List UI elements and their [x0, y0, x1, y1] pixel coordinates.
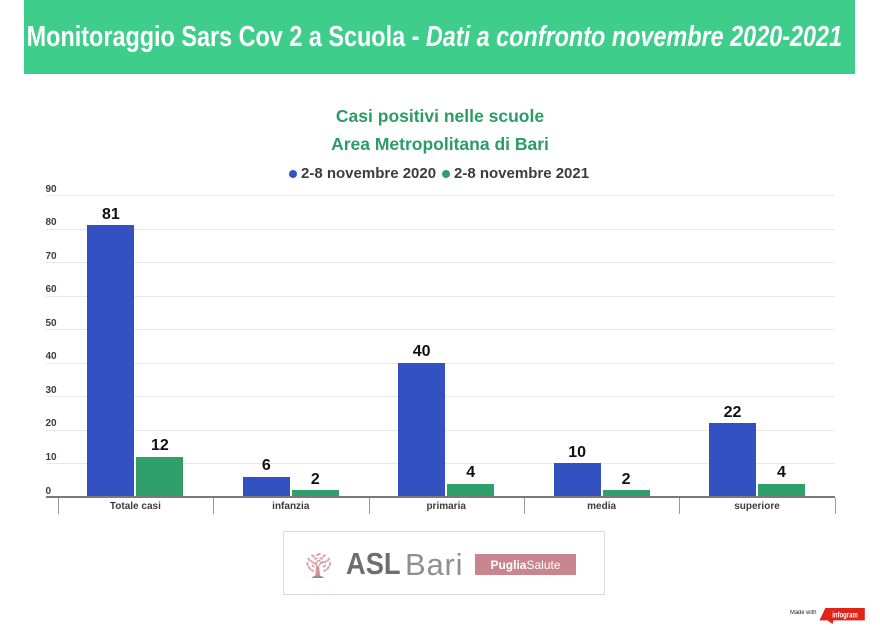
svg-text:infogram: infogram — [832, 609, 858, 619]
